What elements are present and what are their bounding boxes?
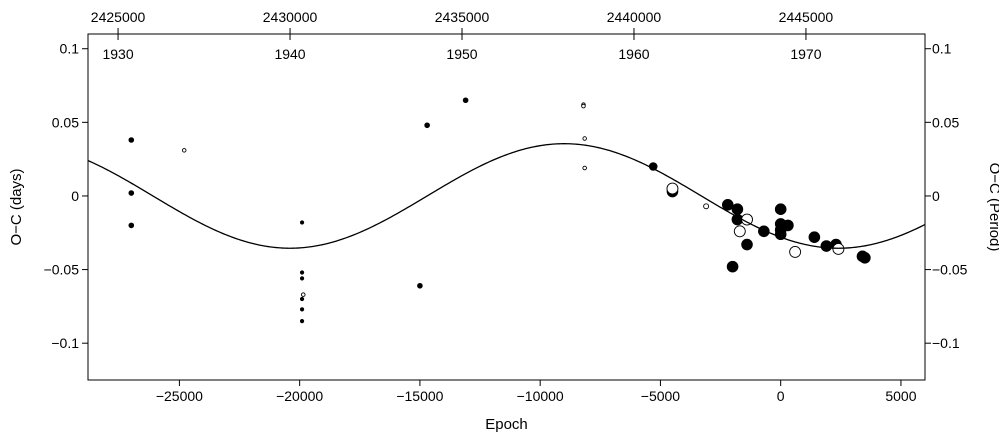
- top-jd-tick-label: 2440000: [607, 9, 662, 25]
- filled-data-point: [299, 319, 305, 324]
- filled-data-point: [128, 137, 135, 143]
- filled-data-point: [820, 240, 833, 252]
- filled-data-point: [299, 220, 305, 225]
- top-jd-tick-label: 2435000: [435, 9, 490, 25]
- filled-data-point: [808, 231, 821, 243]
- marker-layer: [128, 97, 871, 324]
- y-axis-title-right: O−C (Period): [986, 163, 999, 252]
- filled-data-point: [774, 203, 787, 216]
- filled-data-point: [424, 122, 430, 129]
- y-tick-label-right: 0.05: [932, 114, 959, 130]
- top-jd-tick-label: 2445000: [779, 9, 834, 25]
- tick-layer: −25000 −20000 −15000 −10000 −5000 0 5000 0.1 0.0…: [44, 9, 968, 404]
- open-data-point: [181, 148, 187, 153]
- open-data-point: [703, 203, 710, 210]
- y-tick-label-left: −0.05: [44, 262, 80, 278]
- fit-curve: [87, 143, 926, 249]
- open-data-point: [789, 245, 802, 258]
- top-jd-tick-label: 2425000: [91, 9, 146, 25]
- y-tick-label-left: 0.1: [60, 41, 80, 57]
- filled-data-point: [128, 222, 135, 229]
- filled-data-point: [299, 307, 305, 312]
- top-year-tick-label: 1970: [790, 46, 821, 62]
- open-data-point: [582, 136, 587, 141]
- y-axis-title-left: O−C (days): [8, 168, 25, 245]
- filled-data-point: [299, 276, 305, 281]
- open-data-point: [582, 165, 587, 171]
- x-tick-label: −5000: [641, 388, 681, 404]
- filled-data-point: [726, 260, 739, 273]
- x-tick-label: 5000: [885, 388, 916, 404]
- x-tick-label: −10000: [517, 388, 564, 404]
- x-tick-label: 0: [777, 388, 785, 404]
- y-tick-label-left: 0.05: [52, 114, 79, 130]
- open-data-point: [733, 225, 746, 238]
- y-tick-label-left: 0: [71, 188, 79, 204]
- open-data-point: [581, 103, 586, 109]
- filled-data-point: [128, 190, 135, 196]
- top-year-tick-label: 1930: [102, 46, 133, 62]
- x-tick-label: −20000: [276, 388, 323, 404]
- open-data-point: [832, 243, 845, 255]
- x-tick-label: −15000: [396, 388, 443, 404]
- filled-data-point: [721, 198, 734, 211]
- y-tick-label-right: 0.1: [932, 41, 952, 57]
- filled-data-point: [299, 270, 305, 275]
- y-tick-label-right: −0.1: [932, 335, 960, 351]
- open-data-point: [666, 182, 679, 195]
- filled-data-point: [731, 203, 744, 216]
- filled-data-point: [782, 219, 794, 232]
- filled-data-point: [859, 251, 871, 264]
- x-tick-label: −25000: [156, 388, 203, 404]
- filled-data-point: [741, 238, 753, 251]
- filled-data-point: [462, 97, 469, 104]
- top-year-tick-label: 1960: [618, 46, 649, 62]
- top-jd-tick-label: 2430000: [263, 9, 318, 25]
- filled-data-point: [299, 296, 305, 302]
- y-tick-label-right: 0: [932, 188, 940, 204]
- y-tick-label-right: −0.05: [932, 262, 968, 278]
- top-year-tick-label: 1950: [446, 46, 477, 62]
- filled-data-point: [774, 228, 787, 241]
- filled-data-point: [417, 282, 423, 289]
- plot-frame: [87, 33, 926, 381]
- open-data-point: [301, 292, 306, 297]
- x-axis-title: Epoch: [485, 416, 528, 433]
- top-year-tick-label: 1940: [274, 46, 305, 62]
- y-tick-label-left: −0.1: [51, 335, 79, 351]
